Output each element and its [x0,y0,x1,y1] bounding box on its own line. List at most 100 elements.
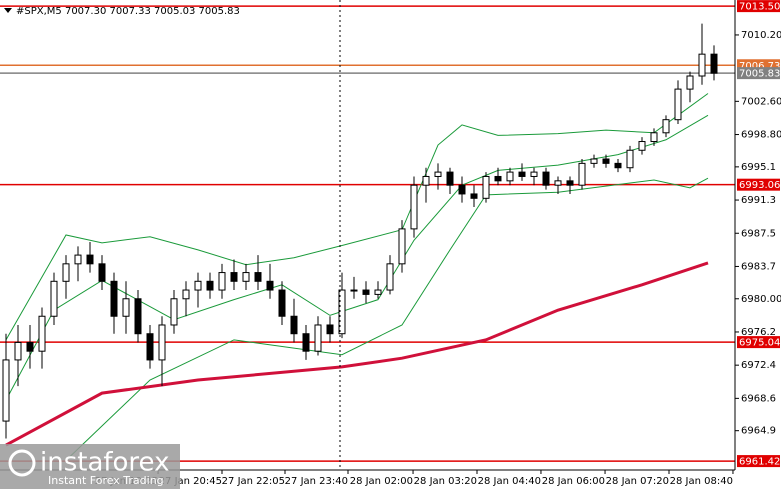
candle-body [386,263,394,291]
candle-body [374,289,382,295]
y-tick-label: 7002.60 [741,96,781,107]
candle-body [446,171,454,186]
candle-body [650,132,658,143]
candle-body [290,315,298,335]
axes: 7010.20 7002.60 6998.80 6995.1 6991.3 6987.5 6… [95,0,781,487]
candle-body [434,171,442,177]
candle-body [134,298,142,335]
candle-body [230,272,238,282]
x-tick-label: 28 Jan 04:40 [478,476,541,487]
y-tick-label: 6998.80 [741,130,781,141]
price-level-box [737,67,780,80]
candle-body [362,289,370,295]
candle-body [50,280,58,317]
plot-area [0,5,735,462]
price-level-label: 6993.06 [739,180,780,191]
candle-body [170,298,178,326]
candle-body [242,272,250,282]
candle-body [38,315,46,352]
y-tick-label: 6968.6 [741,393,776,404]
candle-body [710,53,718,74]
watermark-icon [8,449,36,477]
x-tick-label: 28 Jan 06:00 [542,476,605,487]
watermark-tagline: Instant Forex Trading [48,474,164,487]
price-level-label: 7005.83 [739,69,780,80]
x-tick-label: 27 Jan 20:45 [159,476,222,487]
candle-body [158,324,166,361]
y-tick-label: 6964.9 [741,426,776,437]
price-level-box [737,0,780,13]
candle-body [62,263,70,282]
candle-body [218,272,226,291]
candle-body [542,171,550,186]
price-level-box [737,59,780,72]
y-tick-label: 6983.7 [741,261,776,272]
candle-body [338,289,346,335]
candle-body [98,263,106,282]
candle-body [566,180,574,186]
price-level-label: 7013.50 [739,2,780,13]
candle-body [530,171,538,177]
x-tick-label: 27 Jan 23:40 [285,476,348,487]
x-tick-label: 28 Jan 08:40 [670,476,733,487]
candle-body [74,254,82,265]
candle-body [302,333,310,352]
y-tick-label: 6991.3 [741,195,776,206]
candle-body [506,171,514,182]
candle-body [482,175,490,199]
x-tick-label: 28 Jan 03:20 [414,476,477,487]
watermark-box [0,444,180,489]
y-tick-label: 6972.4 [741,360,776,371]
candle-body [266,280,274,291]
candle-body [674,88,682,121]
candle-body [398,228,406,265]
candle-body [278,289,286,317]
candle-body [626,149,634,169]
candle-body [590,158,598,164]
y-tick-label: 6987.5 [741,228,776,239]
price-level-box [737,178,780,191]
candle-body [470,193,478,199]
watermark-brand: instaforex [40,448,169,478]
y-tick-label: 6995.1 [741,162,776,173]
indicator-line [65,177,709,461]
candle-body [350,289,358,292]
x-tick-label: 28 Jan 02:00 [350,476,413,487]
chart-title: #SPX,M5 7007.30 7007.33 7005.03 7005.83 [16,6,240,17]
price-level-label: 7006.73 [739,61,780,72]
candle-body [146,333,154,361]
y-tick-label: 7010.20 [741,30,781,41]
candle-body [194,280,202,291]
candle-body [110,280,118,317]
candle-body [182,289,190,300]
candle-body [254,272,262,282]
price-level-box [737,455,780,468]
y-tick-label: 6980.00 [741,294,781,305]
candle-body [614,162,622,169]
candle-body [2,359,10,422]
x-tick-label: 28 Jan 07:20 [606,476,669,487]
y-tick-label: 6976.2 [741,327,776,338]
candle-body [26,341,34,352]
candle-body [638,141,646,151]
candle-body [86,254,94,265]
x-tick-label: 27 Jan 22:05 [222,476,285,487]
menu-arrow[interactable] [4,8,12,13]
price-level-label: 6961.42 [739,457,780,468]
candle-body [422,175,430,186]
candle-body [554,180,562,186]
candle-body [410,184,418,230]
candle-body [494,175,502,182]
candle-body [122,298,130,317]
indicator-line [5,261,709,447]
candle-body [686,75,694,90]
candle-body [14,341,22,361]
candle-body [698,53,706,77]
watermark: instaforex Instant Forex Trading [0,444,180,489]
candle-body [518,171,526,177]
candle-body [314,324,322,352]
candle-body [458,184,466,195]
candle-body [326,324,334,335]
candle-body [662,119,670,134]
